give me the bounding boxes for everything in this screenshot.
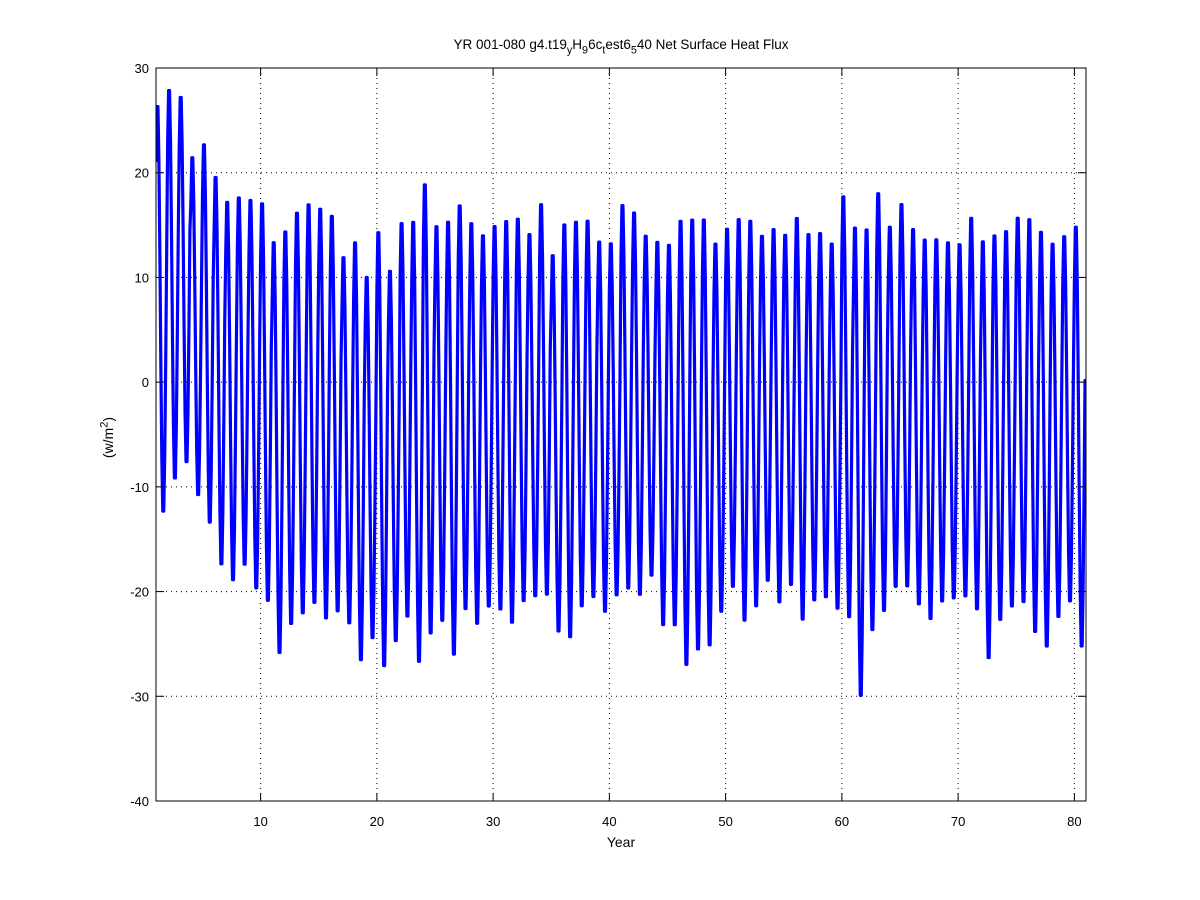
x-tick-label: 30	[486, 814, 500, 829]
y-tick-label: 30	[135, 61, 149, 76]
axis-tick-labels: 10 20 30 40 50 60 70 80 -40 -30 -20 -10 0 10 20 30	[130, 61, 1081, 829]
x-tick-label: 60	[835, 814, 849, 829]
x-tick-label: 10	[253, 814, 267, 829]
title-part: 9	[582, 45, 588, 57]
y-tick-label: 20	[135, 166, 149, 181]
y-tick-label: 10	[135, 270, 149, 285]
title-part: y	[567, 45, 573, 57]
title-part: YR 001-080 g4.t19	[454, 37, 567, 52]
y-tick-label: -40	[130, 794, 149, 809]
axis-ticks	[156, 67, 1086, 802]
title-part: 2	[98, 422, 110, 428]
title-part: 5	[631, 45, 637, 57]
title-part: H	[572, 37, 582, 52]
x-tick-label: 80	[1067, 814, 1081, 829]
title-part: 6c	[588, 37, 603, 52]
axes-frame	[155, 67, 1087, 802]
y-tick-label: -20	[130, 585, 149, 600]
title-part: t	[602, 45, 605, 57]
y-tick-label: -10	[130, 480, 149, 495]
y-tick-label: 0	[142, 375, 149, 390]
x-tick-label: 40	[602, 814, 616, 829]
title-part: est6	[605, 37, 631, 52]
title-part: 40 Net Surface Heat Flux	[637, 37, 789, 52]
x-tick-label: 50	[718, 814, 732, 829]
x-tick-label: 70	[951, 814, 965, 829]
chart-title: YR 001-080 g4.t19yH96ctest6540 Net Surfa…	[454, 37, 789, 57]
y-axis-title: (w/m2)	[98, 417, 116, 458]
plot-area	[156, 88, 1086, 697]
series-line-net-surface-heat-flux	[156, 88, 1086, 697]
title-part: (w/m	[100, 428, 116, 458]
x-axis-title: Year	[607, 834, 636, 850]
y-tick-label: -30	[130, 689, 149, 704]
x-tick-label: 20	[370, 814, 384, 829]
title-part: )	[100, 417, 116, 422]
